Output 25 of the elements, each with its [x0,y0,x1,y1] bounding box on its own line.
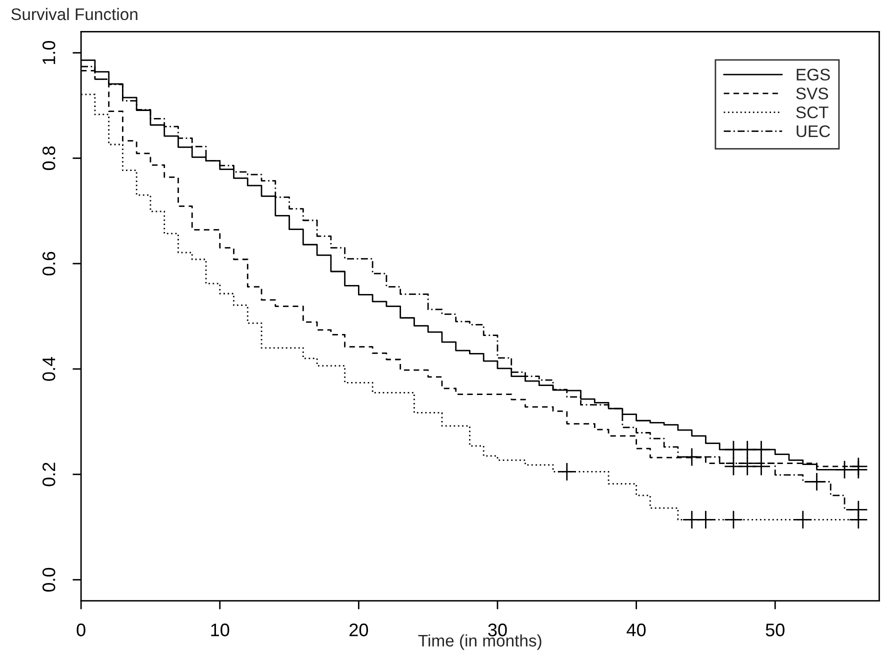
x-tick-label: 0 [76,624,86,636]
legend-label: SCT [796,106,828,118]
x-tick-label: 50 [766,624,784,636]
point [724,510,743,530]
legend-label: UEC [796,125,830,138]
legend-label: EGS [796,68,830,81]
y-tick-label: 0.0 [42,568,56,592]
legend-label: SVS [796,88,828,100]
x-tick-label: 30 [488,624,507,636]
y-tick-label: 0.2 [42,462,56,486]
chart-title: Survival Function [11,8,138,20]
x-tick-label: 40 [626,624,646,636]
x-tick-label: 10 [211,624,230,636]
point [696,510,716,530]
point [848,456,868,476]
point [557,462,576,482]
y-tick-label: 0.6 [42,252,56,276]
y-tick-label: 0.8 [42,146,56,170]
x-axis-title: Time (in months) [418,634,542,650]
x-tick-label: 20 [350,624,368,636]
y-tick-label: 0.4 [42,356,56,381]
point [682,448,702,466]
point [752,456,771,476]
point [793,510,812,530]
y-tick-label: 1.0 [42,40,56,64]
